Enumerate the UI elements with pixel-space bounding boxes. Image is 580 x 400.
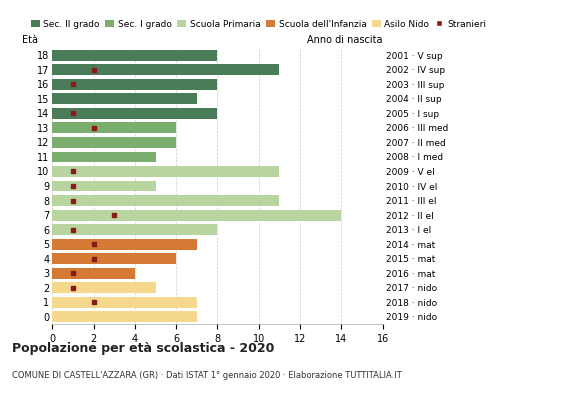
Bar: [52, 253, 176, 264]
Bar: [52, 297, 197, 308]
Bar: [52, 282, 155, 293]
Text: Età: Età: [23, 35, 38, 45]
Legend: Sec. II grado, Sec. I grado, Scuola Primaria, Scuola dell'Infanzia, Asilo Nido, : Sec. II grado, Sec. I grado, Scuola Prim…: [27, 16, 490, 32]
Bar: [52, 137, 176, 148]
Bar: [52, 50, 218, 61]
Bar: [52, 79, 218, 90]
Bar: [52, 152, 155, 162]
Text: Popolazione per età scolastica - 2020: Popolazione per età scolastica - 2020: [12, 342, 274, 355]
Bar: [52, 311, 197, 322]
Text: Anno di nascita: Anno di nascita: [307, 35, 383, 45]
Bar: [52, 239, 197, 250]
Bar: [52, 166, 280, 177]
Bar: [52, 224, 218, 235]
Bar: [52, 210, 342, 220]
Bar: [52, 195, 280, 206]
Bar: [52, 93, 197, 104]
Text: COMUNE DI CASTELL'AZZARA (GR) · Dati ISTAT 1° gennaio 2020 · Elaborazione TUTTIT: COMUNE DI CASTELL'AZZARA (GR) · Dati IST…: [12, 371, 401, 380]
Bar: [52, 268, 135, 279]
Bar: [52, 108, 218, 119]
Bar: [52, 122, 176, 133]
Bar: [52, 64, 280, 75]
Bar: [52, 180, 155, 192]
